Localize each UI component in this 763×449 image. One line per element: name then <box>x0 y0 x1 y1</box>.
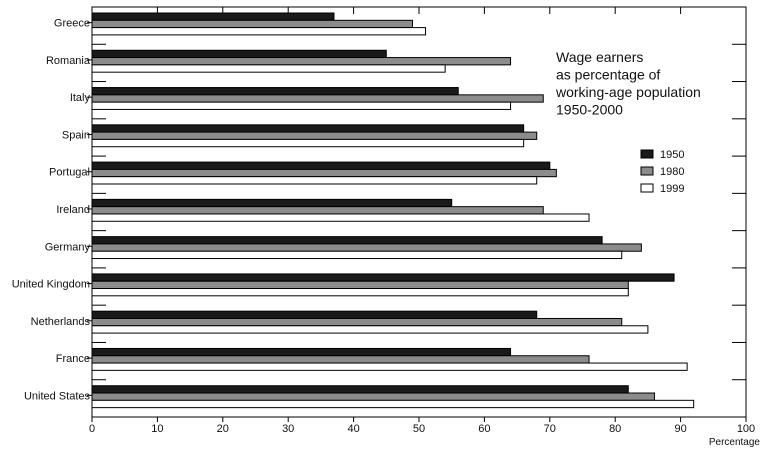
bar-1980-united-states <box>91 392 655 401</box>
bar-1980-spain <box>91 131 538 140</box>
legend-swatch <box>640 183 654 193</box>
category-label: France <box>56 353 90 365</box>
bar-1999-ireland <box>91 213 590 222</box>
category-label: Romania <box>46 55 91 67</box>
bar-1999-greece <box>91 27 427 36</box>
x-axis-title: Percentage <box>709 437 761 448</box>
bar-1950-romania <box>91 49 387 59</box>
bar-1950-germany <box>91 236 603 245</box>
bar-1980-france <box>91 355 590 364</box>
bar-1950-italy <box>91 87 459 96</box>
bar-1950-portugal <box>91 161 551 170</box>
category-label: Germany <box>45 241 91 253</box>
category-label: United States <box>24 390 91 402</box>
x-tick-label: 20 <box>217 423 229 435</box>
bar-1950-spain <box>91 124 525 133</box>
chart-title-line: working-age population <box>555 84 701 100</box>
bar-1980-germany <box>91 243 642 252</box>
category-label: Ireland <box>56 204 90 216</box>
legend-label: 1950 <box>660 149 684 161</box>
x-tick-label: 10 <box>151 423 163 435</box>
bar-1950-netherlands <box>91 310 538 319</box>
bar-1999-united-kingdom <box>91 288 629 297</box>
category-label: Portugal <box>49 167 90 179</box>
x-tick-label: 80 <box>609 423 621 435</box>
bar-1980-portugal <box>91 168 557 178</box>
bar-1999-italy <box>91 101 512 110</box>
bar-1999-germany <box>91 250 623 260</box>
legend-swatch <box>640 166 654 176</box>
x-tick-label: 100 <box>737 423 755 435</box>
x-tick-label: 40 <box>347 423 359 435</box>
x-tick-label: 60 <box>478 423 490 435</box>
bar-1950-france <box>91 347 512 357</box>
bar-1999-france <box>91 362 688 371</box>
bar-1980-greece <box>91 19 413 29</box>
x-tick-label: 50 <box>413 423 425 435</box>
x-tick-label: 30 <box>282 423 294 435</box>
legend-label: 1999 <box>660 183 684 195</box>
category-label: Spain <box>62 129 90 141</box>
x-tick-label: 90 <box>674 423 686 435</box>
x-tick-label: 0 <box>89 423 95 435</box>
bars-group <box>91 12 695 409</box>
bar-1950-united-kingdom <box>91 273 675 282</box>
chart-title: Wage earners as percentage ofworking-age … <box>555 49 701 118</box>
legend: 1950 1980 1999 <box>640 149 684 195</box>
x-tick-label: 70 <box>544 423 556 435</box>
bar-1980-romania <box>91 57 512 66</box>
chart-title-line: 1950-2000 <box>556 102 623 118</box>
chart-title-line: Wage earners <box>556 49 643 65</box>
bar-1950-ireland <box>91 198 453 208</box>
category-label: Greece <box>54 18 90 30</box>
category-label: United Kingdom <box>12 279 90 291</box>
bar-1980-united-kingdom <box>91 280 629 290</box>
bar-1999-portugal <box>91 176 538 185</box>
bar-1950-greece <box>91 12 335 21</box>
bar-1999-netherlands <box>91 325 649 334</box>
bar-1999-spain <box>91 138 525 148</box>
category-label: Italy <box>70 92 91 104</box>
chart-title-line: as percentage of <box>556 67 660 83</box>
bar-1999-romania <box>91 64 446 73</box>
category-label: Netherlands <box>31 316 91 328</box>
bar-1950-united-states <box>91 385 629 394</box>
bar-1980-netherlands <box>91 317 623 327</box>
bar-1980-ireland <box>91 206 544 215</box>
bar-1999-united-states <box>91 399 695 409</box>
legend-label: 1980 <box>660 166 684 178</box>
bar-1980-italy <box>91 94 544 103</box>
legend-swatch <box>640 149 654 159</box>
